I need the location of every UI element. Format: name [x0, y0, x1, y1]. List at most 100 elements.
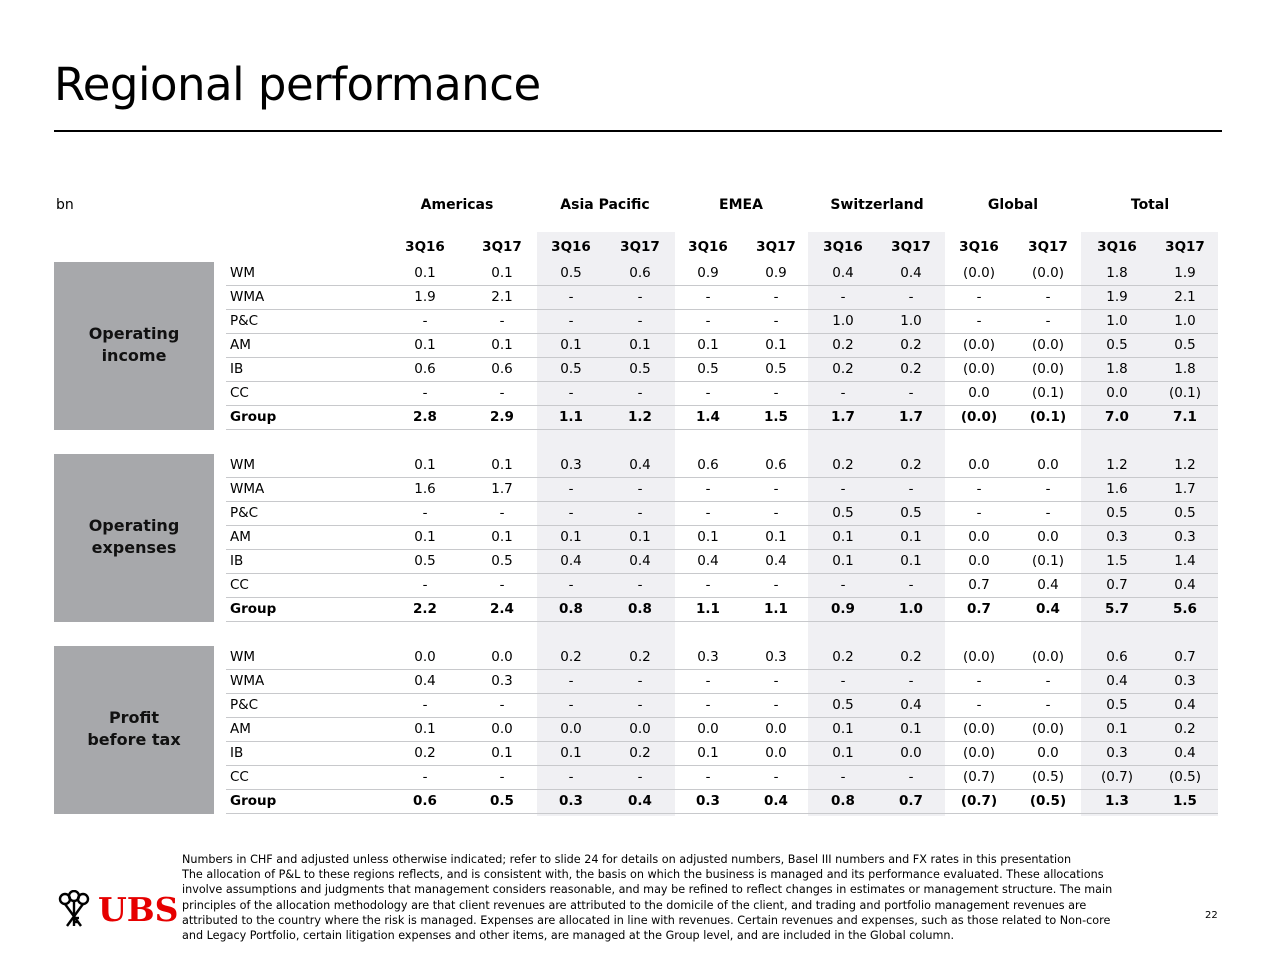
value-cell: -	[499, 769, 505, 785]
section-label: Profit before tax	[54, 707, 214, 751]
value-cell: 0.5	[414, 553, 436, 569]
value-cell: -	[773, 385, 779, 401]
table-row: Group 2.8 2.9 1.1 1.2 1.4 1.5 1.7 1.7 (0.0) (0.1) 7…	[226, 406, 1218, 430]
row-divider	[226, 381, 1218, 382]
value-cell: 0.2	[832, 457, 854, 473]
value-cell: 0.2	[900, 361, 922, 377]
value-cell: 0.1	[697, 529, 719, 545]
value-cell: -	[637, 673, 643, 689]
value-cell: 0.8	[559, 601, 583, 617]
value-cell: -	[908, 577, 914, 593]
value-cell: (0.1)	[1029, 409, 1067, 425]
value-cell: 0.3	[491, 673, 513, 689]
value-cell: -	[705, 673, 711, 689]
row-divider	[226, 429, 1218, 430]
value-cell: -	[840, 673, 846, 689]
value-cell: -	[422, 313, 428, 329]
value-cell: 0.2	[1174, 721, 1196, 737]
column-stripe	[1081, 232, 1218, 816]
value-cell: 0.1	[414, 337, 436, 353]
value-cell: -	[1045, 313, 1051, 329]
value-cell: 2.1	[491, 289, 513, 305]
value-cell: (0.1)	[1031, 385, 1064, 401]
value-cell: 0.1	[560, 529, 582, 545]
value-cell: 0.4	[765, 553, 787, 569]
segment-label: AM	[230, 529, 251, 545]
value-cell: -	[637, 481, 643, 497]
row-divider	[226, 333, 1218, 334]
section-label-line: income	[101, 346, 167, 365]
value-cell: -	[637, 577, 643, 593]
value-cell: 0.0	[968, 529, 990, 545]
table-row: AM 0.1 0.1 0.1 0.1 0.1 0.1 0.2 0.2 (0.0) (0.0) 0.5 0…	[226, 334, 1218, 358]
value-cell: 0.4	[832, 265, 854, 281]
value-cell: 5.6	[1173, 601, 1197, 617]
value-cell: 1.1	[696, 601, 720, 617]
value-cell: -	[568, 505, 574, 521]
row-divider	[226, 501, 1218, 502]
value-cell: -	[568, 769, 574, 785]
region-header: EMEA	[719, 197, 763, 213]
value-cell: (0.5)	[1168, 769, 1201, 785]
value-cell: 0.1	[560, 337, 582, 353]
footnote-line: Numbers in CHF and adjusted unless other…	[182, 853, 1072, 866]
segment-label: CC	[230, 769, 249, 785]
value-cell: -	[1045, 697, 1051, 713]
quarter-header: 3Q17	[620, 239, 660, 255]
segment-label: CC	[230, 385, 249, 401]
value-cell: 0.4	[697, 553, 719, 569]
value-cell: -	[908, 673, 914, 689]
footnote: Numbers in CHF and adjusted unless other…	[182, 852, 1192, 943]
value-cell: 0.0	[968, 385, 990, 401]
row-divider	[226, 693, 1218, 694]
value-cell: 1.7	[1174, 481, 1196, 497]
value-cell: 0.5	[697, 361, 719, 377]
value-cell: 0.2	[832, 649, 854, 665]
value-cell: 0.7	[899, 793, 923, 809]
value-cell: 2.4	[490, 601, 514, 617]
table-row: CC - - - - - - - - 0.0 (0.1) 0.0 (0.1)	[226, 382, 1218, 406]
value-cell: -	[773, 673, 779, 689]
value-cell: -	[499, 505, 505, 521]
value-cell: 1.2	[1106, 457, 1128, 473]
value-cell: 1.1	[764, 601, 788, 617]
value-cell: -	[637, 385, 643, 401]
row-divider	[226, 741, 1218, 742]
value-cell: 0.8	[628, 601, 652, 617]
value-cell: 0.1	[629, 337, 651, 353]
value-cell: 0.5	[491, 553, 513, 569]
section-label-line: Operating	[88, 324, 180, 343]
row-divider	[226, 621, 1218, 622]
quarter-header: 3Q17	[891, 239, 931, 255]
value-cell: 0.0	[560, 721, 582, 737]
row-divider	[226, 597, 1218, 598]
value-cell: 1.3	[1105, 793, 1129, 809]
quarter-header: 3Q17	[1165, 239, 1205, 255]
value-cell: 0.4	[629, 553, 651, 569]
value-cell: 0.6	[765, 457, 787, 473]
segment-label: CC	[230, 577, 249, 593]
value-cell: 0.1	[414, 265, 436, 281]
value-cell: 1.4	[696, 409, 720, 425]
section-label-block	[54, 262, 214, 430]
value-cell: 0.8	[831, 793, 855, 809]
value-cell: 0.0	[491, 649, 513, 665]
footnote-line: The allocation of P&L to these regions r…	[182, 868, 1104, 882]
value-cell: 0.1	[765, 529, 787, 545]
quarter-header: 3Q16	[688, 239, 728, 255]
value-cell: 0.7	[968, 577, 990, 593]
value-cell: 0.5	[1106, 697, 1128, 713]
value-cell: 0.4	[629, 457, 651, 473]
value-cell: 0.0	[697, 721, 719, 737]
unit-label: bn	[56, 197, 74, 213]
value-cell: 0.1	[832, 529, 854, 545]
value-cell: -	[976, 481, 982, 497]
column-stripe	[537, 232, 675, 816]
value-cell: (0.0)	[962, 721, 995, 737]
value-cell: -	[705, 769, 711, 785]
value-cell: 0.4	[764, 793, 788, 809]
value-cell: -	[908, 385, 914, 401]
value-cell: 0.4	[1036, 601, 1060, 617]
value-cell: 0.0	[1037, 745, 1059, 761]
value-cell: 0.5	[560, 265, 582, 281]
